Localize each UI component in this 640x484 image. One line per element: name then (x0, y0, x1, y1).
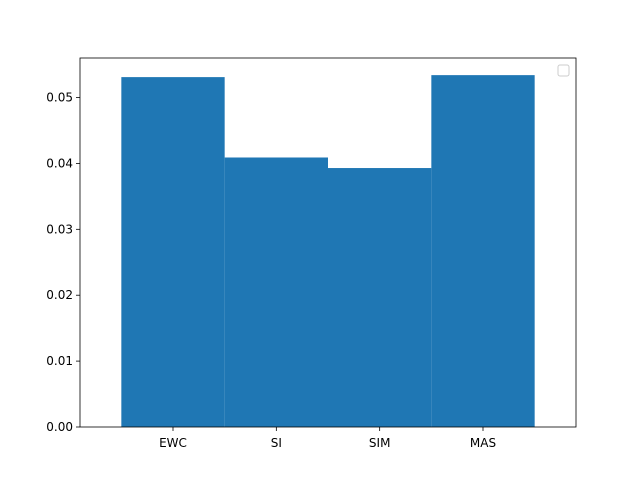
legend-box (557, 64, 570, 77)
bar-ewc (121, 77, 225, 428)
y-tick-label: 0.05 (46, 91, 73, 105)
x-tick-label: MAS (470, 436, 496, 450)
x-tick-label: SI (271, 436, 282, 450)
y-tick-label: 0.02 (46, 288, 73, 302)
x-tick-label: EWC (159, 436, 187, 450)
bar-sim (328, 168, 432, 427)
axes-layer: 0.00 0.01 0.02 0.03 0.04 0.05 EWC SI SIM MAS (46, 57, 577, 450)
y-tick-label: 0.01 (46, 354, 73, 368)
bar-mas (431, 75, 535, 427)
plot-frame (79, 57, 577, 428)
x-tick-label: SIM (369, 436, 391, 450)
y-tick-label: 0.03 (46, 222, 73, 236)
legend-layer (557, 64, 570, 77)
y-tick-label: 0.00 (46, 420, 73, 434)
bar-si (224, 157, 328, 427)
bars-layer (121, 75, 535, 428)
y-tick-label: 0.04 (46, 156, 73, 170)
